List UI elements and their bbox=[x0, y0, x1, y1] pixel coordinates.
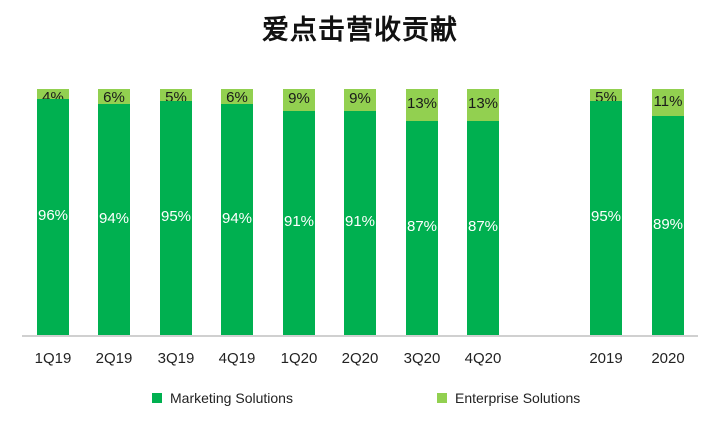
bar-segment-marketing: 89% bbox=[652, 116, 684, 335]
bar-3q20: 13% 87% bbox=[406, 89, 438, 335]
legend-swatch-marketing bbox=[152, 393, 162, 403]
x-axis-label: 2Q20 bbox=[341, 350, 379, 367]
bar-segment-enterprise: 5% bbox=[590, 89, 622, 106]
legend-item-marketing: Marketing Solutions bbox=[152, 390, 293, 406]
bar-1q19: 4% 96% bbox=[37, 89, 69, 335]
x-axis-label: 4Q20 bbox=[464, 350, 502, 367]
x-axis-label: 1Q19 bbox=[34, 350, 72, 367]
x-axis-label: 3Q19 bbox=[157, 350, 195, 367]
bar-4q19: 6% 94% bbox=[221, 89, 253, 335]
x-axis-label: 2019 bbox=[589, 350, 623, 367]
bar-segment-enterprise: 13% bbox=[406, 89, 438, 121]
data-label-enterprise: 11% bbox=[653, 92, 683, 110]
bar-segment-enterprise: 4% bbox=[37, 89, 69, 106]
x-axis-label: 2020 bbox=[651, 350, 685, 367]
bar-segment-marketing: 94% bbox=[98, 104, 130, 335]
legend-swatch-enterprise bbox=[437, 393, 447, 403]
x-axis-label: 1Q20 bbox=[280, 350, 318, 367]
data-label-marketing: 87% bbox=[467, 218, 499, 235]
legend-label-marketing: Marketing Solutions bbox=[170, 390, 293, 406]
data-label-marketing: 89% bbox=[652, 215, 684, 233]
bar-segment-enterprise: 9% bbox=[283, 89, 315, 111]
bar-segment-enterprise: 9% bbox=[344, 89, 376, 111]
bar-segment-marketing: 96% bbox=[37, 99, 69, 335]
bar-segment-marketing: 91% bbox=[283, 111, 315, 335]
data-label-marketing: 95% bbox=[160, 208, 192, 225]
legend-item-enterprise: Enterprise Solutions bbox=[437, 390, 580, 406]
data-label-enterprise: 9% bbox=[349, 90, 371, 107]
data-label-enterprise: 6% bbox=[103, 89, 125, 106]
bar-2q19: 6% 94% bbox=[98, 89, 130, 335]
bar-segment-enterprise: 6% bbox=[221, 89, 253, 106]
data-label-marketing: 96% bbox=[37, 207, 69, 224]
legend-label-enterprise: Enterprise Solutions bbox=[455, 390, 581, 406]
bar-segment-enterprise: 11% bbox=[652, 89, 684, 116]
data-label-marketing: 94% bbox=[98, 209, 130, 227]
bar-3q19: 5% 95% bbox=[160, 89, 192, 335]
x-axis-label: 2Q19 bbox=[95, 350, 133, 367]
bar-segment-enterprise: 13% bbox=[467, 89, 499, 121]
data-label-marketing: 95% bbox=[590, 208, 622, 225]
data-label-enterprise: 13% bbox=[406, 95, 438, 112]
x-axis-line bbox=[22, 335, 698, 337]
data-label-enterprise: 13% bbox=[467, 95, 499, 112]
bar-segment-marketing: 94% bbox=[221, 104, 253, 335]
bar-2019: 5% 95% bbox=[590, 89, 622, 335]
data-label-marketing: 91% bbox=[283, 213, 315, 230]
bar-segment-enterprise: 5% bbox=[160, 89, 192, 106]
data-label-marketing: 91% bbox=[344, 213, 376, 230]
bar-segment-marketing: 95% bbox=[590, 101, 622, 335]
bar-segment-marketing: 87% bbox=[406, 121, 438, 335]
bar-4q20: 13% 87% bbox=[467, 89, 499, 335]
bar-segment-marketing: 91% bbox=[344, 111, 376, 335]
chart-title: 爱点击营收贡献 bbox=[262, 15, 458, 46]
data-label-enterprise: 6% bbox=[226, 89, 248, 106]
x-axis-label: 4Q19 bbox=[218, 350, 256, 367]
bar-segment-marketing: 95% bbox=[160, 101, 192, 335]
bar-2020: 11% 89% bbox=[652, 89, 684, 335]
bar-1q20: 9% 91% bbox=[283, 89, 315, 335]
bar-2q20: 9% 91% bbox=[344, 89, 376, 335]
bar-segment-marketing: 87% bbox=[467, 121, 499, 335]
bar-segment-enterprise: 6% bbox=[98, 89, 130, 106]
x-axis-label: 3Q20 bbox=[403, 350, 441, 367]
data-label-enterprise: 9% bbox=[288, 90, 310, 107]
data-label-marketing: 94% bbox=[221, 209, 253, 227]
data-label-marketing: 87% bbox=[406, 218, 438, 235]
